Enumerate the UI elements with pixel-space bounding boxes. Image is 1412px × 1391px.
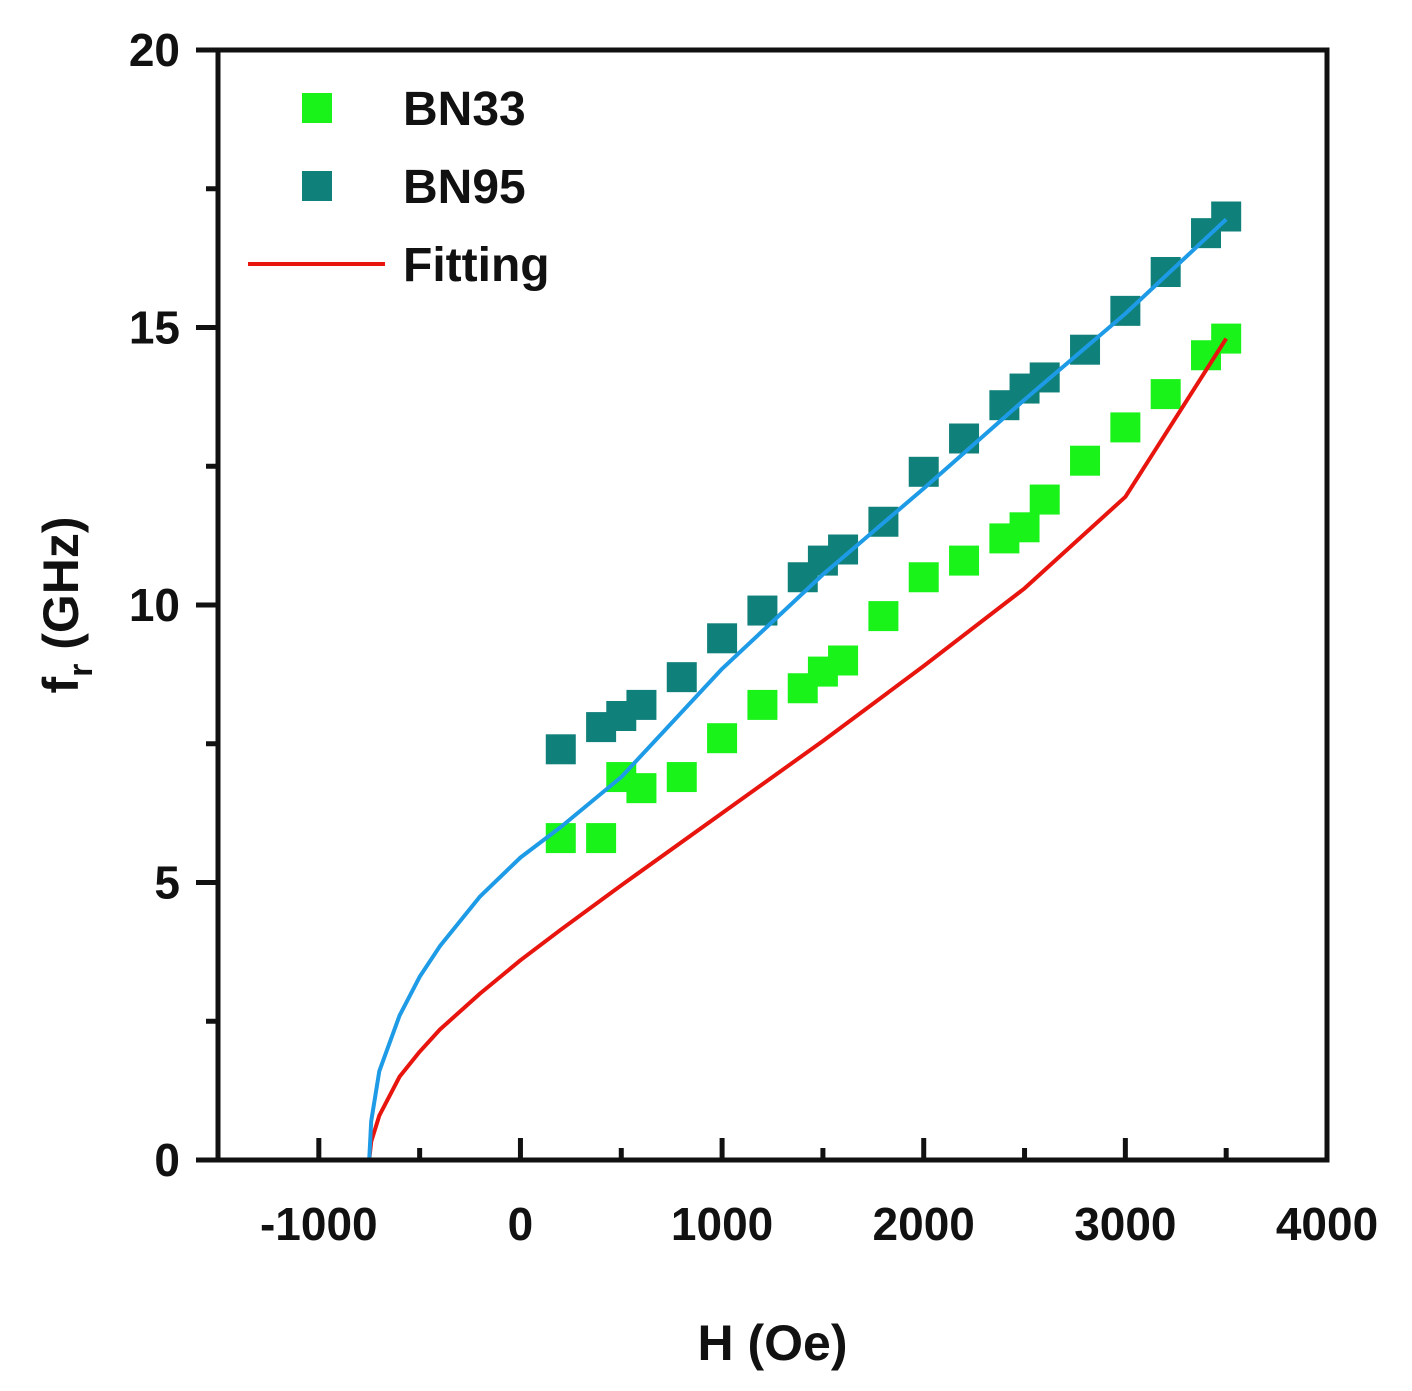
x-tick-label: 3000	[1074, 1198, 1176, 1250]
x-tick-label: -1000	[260, 1198, 378, 1250]
series-bn95	[545, 201, 1242, 765]
data-point-bn33	[626, 773, 657, 804]
plot-content	[367, 201, 1242, 1161]
data-point-bn33	[949, 545, 980, 576]
data-point-bn33	[1070, 445, 1101, 476]
data-point-bn33	[747, 689, 778, 720]
x-tick-label: 0	[508, 1198, 534, 1250]
data-point-bn33	[908, 562, 939, 593]
data-point-bn95	[1029, 362, 1060, 393]
series-bn33	[545, 323, 1242, 854]
data-point-bn33	[666, 762, 697, 793]
data-point-bn33	[1150, 379, 1181, 410]
x-tick-label: 4000	[1276, 1198, 1378, 1250]
y-axis-title-unit: (GHz)	[33, 516, 89, 663]
data-point-bn33	[868, 601, 899, 632]
data-point-bn33	[1110, 412, 1141, 443]
data-point-bn95	[626, 689, 657, 720]
y-tick-label: 0	[154, 1134, 180, 1186]
y-axis-title: fr (GHz)	[33, 516, 100, 693]
data-point-bn33	[1009, 512, 1040, 543]
y-tick-label: 15	[129, 302, 180, 354]
y-tick-label: 5	[154, 857, 180, 909]
data-point-bn33	[707, 723, 738, 754]
data-point-bn95	[949, 423, 980, 454]
legend-label-fitting: Fitting	[403, 239, 550, 292]
legend-label-bn95: BN95	[403, 161, 526, 214]
axis-ticks	[196, 47, 1330, 1163]
y-axis-title-main: f	[33, 677, 89, 694]
series-line-fitting-bn95	[367, 217, 1228, 1161]
x-tick-label: 2000	[873, 1198, 975, 1250]
x-tick-label: 1000	[671, 1198, 773, 1250]
data-point-bn95	[545, 734, 576, 765]
legend-marker-bn33	[302, 93, 332, 123]
data-point-bn95	[1150, 257, 1181, 287]
x-axis-title: H (Oe)	[698, 1315, 848, 1371]
legend: BN33 BN95 Fitting	[248, 83, 550, 292]
data-point-bn95	[666, 662, 697, 693]
y-tick-label: 10	[129, 579, 180, 631]
tick-labels: -1000 0 1000 2000 3000 4000 0 5 10 15 20	[129, 24, 1378, 1250]
y-axis-title-subscript: r	[62, 664, 100, 677]
legend-marker-bn95	[302, 171, 332, 201]
legend-label-bn33: BN33	[403, 83, 526, 136]
y-tick-label: 20	[129, 24, 180, 76]
data-point-bn33	[828, 645, 859, 676]
data-point-bn33	[586, 823, 617, 854]
data-point-bn95	[908, 456, 939, 487]
data-point-bn95	[707, 623, 738, 654]
data-point-bn33	[1029, 484, 1060, 515]
series-line-fitting	[367, 337, 1228, 1161]
